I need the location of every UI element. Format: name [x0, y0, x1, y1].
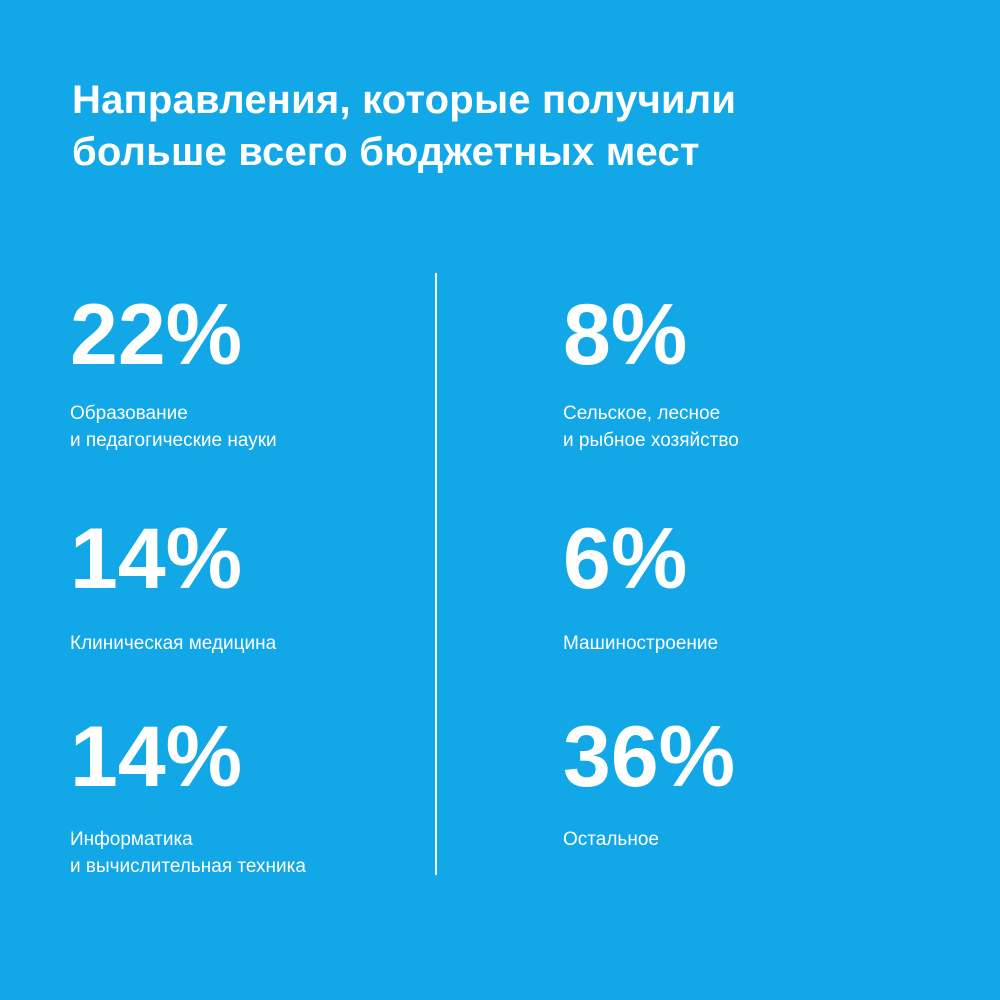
stat-label: Сельское, лесное и рыбное хозяйство	[563, 400, 923, 454]
title-line-1: Направления, которые получили	[72, 78, 737, 122]
stat-label-line: и вычислительная техника	[70, 856, 306, 877]
stat-education: 22% Образование и педагогические науки	[70, 292, 430, 454]
stat-value: 22%	[70, 287, 243, 383]
stat-value: 14%	[70, 709, 243, 805]
stat-label-line: Клиническая медицина	[70, 633, 277, 654]
stat-label-line: и рыбное хозяйство	[563, 430, 739, 451]
stat-agriculture: 8% Сельское, лесное и рыбное хозяйство	[563, 292, 923, 454]
stat-mechanical-engineering: 6% Машиностроение	[563, 516, 923, 657]
stat-label-line: Машиностроение	[563, 633, 719, 654]
stat-clinical-medicine: 14% Клиническая медицина	[70, 516, 430, 657]
stat-other: 36% Остальное	[563, 714, 923, 853]
stat-label: Клиническая медицина	[70, 630, 430, 657]
column-divider	[435, 273, 437, 875]
stat-informatics: 14% Информатика и вычислительная техника	[70, 714, 430, 880]
stat-label: Информатика и вычислительная техника	[70, 826, 430, 880]
title-line-2: больше всего бюджетных мест	[72, 130, 700, 174]
stat-label-line: и педагогические науки	[70, 430, 277, 451]
stat-value: 8%	[563, 287, 688, 383]
stat-label-line: Информатика	[70, 829, 193, 850]
stat-label-line: Сельское, лесное	[563, 403, 721, 424]
page-title: Направления, которые получили больше все…	[72, 74, 892, 178]
stat-label: Остальное	[563, 826, 923, 853]
stat-value: 6%	[563, 511, 688, 607]
stat-value: 36%	[563, 709, 736, 805]
stat-value: 14%	[70, 511, 243, 607]
stat-label-line: Образование	[70, 403, 188, 424]
stat-label-line: Остальное	[563, 829, 659, 850]
stat-label: Машиностроение	[563, 630, 923, 657]
stat-label: Образование и педагогические науки	[70, 400, 430, 454]
